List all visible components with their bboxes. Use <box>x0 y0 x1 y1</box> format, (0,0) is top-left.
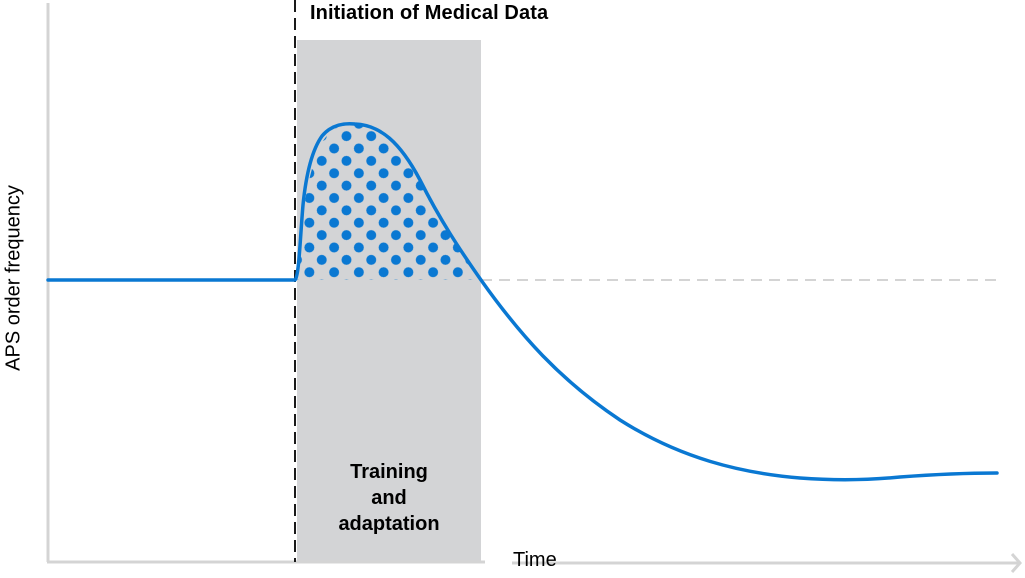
training-period-region <box>297 40 481 562</box>
phase-label-line-2: and <box>371 487 407 509</box>
phase-label-line-3: adaptation <box>338 513 440 535</box>
training-phase-label: Training and adaptation <box>297 459 481 537</box>
y-axis-label: APS order frequency <box>2 185 25 371</box>
x-axis-arrow-icon <box>512 553 1023 573</box>
event-title: Initiation of Medical Data <box>310 2 549 24</box>
aps-frequency-curve <box>46 121 999 482</box>
x-axis-label: Time <box>513 549 557 571</box>
phase-label-line-1: Training <box>350 461 428 483</box>
